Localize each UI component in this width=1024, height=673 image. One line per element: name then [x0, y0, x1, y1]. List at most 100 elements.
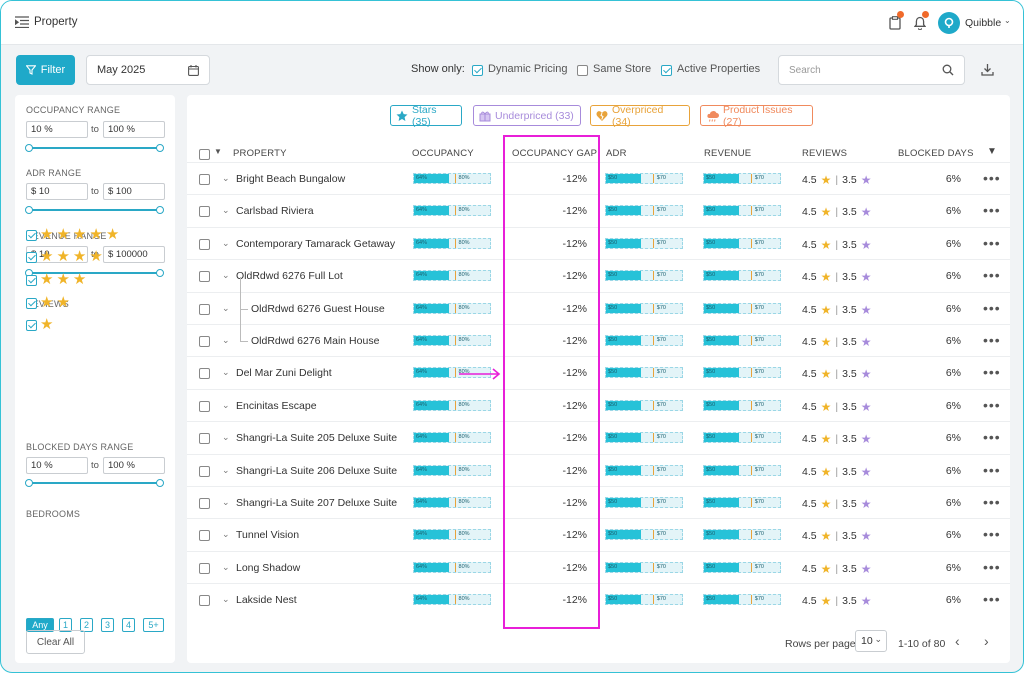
- bedroom-option-2[interactable]: 2: [80, 618, 93, 632]
- chevron-down-icon[interactable]: ⌄: [222, 270, 230, 281]
- row-checkbox[interactable]: [199, 465, 210, 477]
- more-options-icon[interactable]: •••: [983, 461, 1001, 478]
- row-checkbox[interactable]: [199, 206, 210, 218]
- chevron-down-icon[interactable]: ⌄: [222, 529, 230, 540]
- chevron-down-icon[interactable]: ⌄: [222, 335, 230, 345]
- property-name[interactable]: OldRdwd 6276 Full Lot: [236, 270, 343, 283]
- filter-button[interactable]: Filter: [16, 55, 75, 85]
- row-checkbox[interactable]: [199, 368, 210, 380]
- row-checkbox[interactable]: [199, 530, 210, 542]
- property-name[interactable]: Lakside Nest: [236, 594, 297, 607]
- more-options-icon[interactable]: •••: [983, 202, 1001, 219]
- chevron-down-icon[interactable]: ⌄: [222, 497, 230, 507]
- column-header-property[interactable]: PROPERTY: [233, 148, 287, 159]
- select-all-checkbox[interactable]: [199, 148, 210, 160]
- property-name[interactable]: Long Shadow: [236, 561, 301, 574]
- more-options-icon[interactable]: •••: [983, 558, 1001, 575]
- row-checkbox[interactable]: [199, 433, 210, 445]
- column-header-adr[interactable]: ADR: [606, 148, 627, 159]
- search-input[interactable]: Search: [778, 55, 965, 85]
- table-row[interactable]: ⌄ Carlsbad Riviera 64% 80% -12% $50 $70 $50 $70 4…: [187, 194, 1010, 226]
- review-filter-checkbox[interactable]: [26, 274, 37, 286]
- date-picker[interactable]: May 2025: [86, 55, 210, 85]
- blocked-from-input[interactable]: 10 %: [26, 457, 88, 474]
- blocked-days-slider[interactable]: [25, 479, 164, 487]
- bedroom-option-4[interactable]: 4: [122, 618, 135, 632]
- active-properties-label[interactable]: Active Properties: [677, 63, 761, 75]
- clear-all-button[interactable]: Clear All: [26, 630, 85, 654]
- column-header-reviews[interactable]: REVIEWS: [802, 148, 848, 159]
- chevron-down-icon[interactable]: ⌄: [222, 367, 230, 378]
- review-filter-checkbox[interactable]: [26, 319, 37, 331]
- adr-to-input[interactable]: $ 100: [103, 183, 165, 200]
- clipboard-icon[interactable]: [888, 11, 904, 31]
- same-store-checkbox[interactable]: [577, 64, 588, 76]
- property-name[interactable]: Del Mar Zuni Delight: [236, 367, 332, 380]
- row-checkbox[interactable]: [199, 400, 210, 412]
- bedroom-option-3[interactable]: 3: [101, 618, 114, 632]
- bedroom-option-any[interactable]: Any: [26, 618, 54, 632]
- property-name[interactable]: Shangri-La Suite 205 Deluxe Suite: [236, 432, 398, 445]
- review-filter-checkbox[interactable]: [26, 251, 37, 263]
- row-checkbox[interactable]: [199, 271, 210, 283]
- same-store-label[interactable]: Same Store: [593, 63, 652, 75]
- menu-collapse-icon[interactable]: [15, 15, 29, 29]
- blocked-to-input[interactable]: 100 %: [103, 457, 165, 474]
- review-filter-2-stars[interactable]: ★ ★: [26, 295, 70, 310]
- chevron-down-icon[interactable]: ⌄: [222, 399, 230, 410]
- property-name[interactable]: OldRdwd 6276 Main House: [251, 335, 380, 347]
- dynamic-pricing-checkbox[interactable]: [472, 64, 483, 76]
- more-options-icon[interactable]: •••: [983, 332, 1001, 348]
- property-name[interactable]: Tunnel Vision: [236, 529, 300, 542]
- occupancy-to-input[interactable]: 100 %: [103, 121, 165, 138]
- columns-menu-caret-icon[interactable]: ▼: [987, 146, 997, 157]
- adr-slider[interactable]: [25, 206, 164, 214]
- revenue-to-input[interactable]: $ 100000: [103, 246, 165, 263]
- chevron-down-icon[interactable]: ⌄: [222, 237, 230, 248]
- chevron-down-icon[interactable]: ⌄: [222, 594, 230, 605]
- more-options-icon[interactable]: •••: [983, 299, 1001, 316]
- chip-stars[interactable]: Stars (35): [390, 104, 462, 128]
- rows-per-page-select[interactable]: 10 ⌄: [855, 630, 887, 652]
- select-menu-caret-icon[interactable]: ▼: [214, 147, 222, 156]
- occupancy-slider[interactable]: [25, 144, 164, 152]
- table-row[interactable]: ⌄ Encinitas Escape 64% 80% -12% $50 $70 $50 $70 4…: [187, 388, 1010, 421]
- chevron-down-icon[interactable]: ⌄: [222, 302, 230, 313]
- more-options-icon[interactable]: •••: [983, 234, 1001, 251]
- row-checkbox[interactable]: [199, 595, 210, 607]
- more-options-icon[interactable]: •••: [983, 494, 1001, 510]
- row-checkbox[interactable]: [199, 336, 210, 347]
- more-options-icon[interactable]: •••: [983, 591, 1001, 608]
- column-header-revenue[interactable]: REVENUE: [704, 148, 752, 159]
- chevron-down-icon[interactable]: ⌄: [222, 205, 230, 216]
- property-name[interactable]: OldRdwd 6276 Guest House: [251, 302, 385, 315]
- column-header-occupancy[interactable]: OCCUPANCY: [412, 148, 474, 159]
- property-name[interactable]: Encinitas Escape: [236, 399, 317, 412]
- chip-product[interactable]: Product Issues (27): [700, 104, 813, 128]
- row-checkbox[interactable]: [199, 238, 210, 250]
- table-row[interactable]: ⌄ OldRdwd 6276 Full Lot 64% 80% -12% $50 $70 $5…: [187, 259, 1010, 291]
- chevron-down-icon[interactable]: ⌄: [222, 432, 230, 443]
- more-options-icon[interactable]: •••: [983, 364, 1001, 381]
- adr-from-input[interactable]: $ 10: [26, 183, 88, 200]
- bedroom-option-1[interactable]: 1: [59, 618, 72, 632]
- column-header-occupancy-gap[interactable]: OCCUPANCY GAP: [512, 148, 598, 159]
- user-name[interactable]: Quibble: [965, 17, 1002, 29]
- previous-page-icon[interactable]: ‹: [955, 633, 960, 649]
- review-filter-4-stars[interactable]: ★ ★ ★ ★: [26, 249, 103, 264]
- property-name[interactable]: Carlsbad Riviera: [236, 205, 314, 218]
- property-name[interactable]: Contemporary Tamarack Getaway: [236, 237, 396, 250]
- more-options-icon[interactable]: •••: [983, 526, 1001, 543]
- chip-underpriced[interactable]: Underpriced (33): [473, 105, 581, 126]
- property-name[interactable]: Shangri-La Suite 207 Deluxe Suite: [236, 497, 398, 509]
- chevron-down-icon[interactable]: ⌄: [222, 561, 230, 572]
- row-checkbox[interactable]: [199, 498, 210, 509]
- review-filter-5-stars[interactable]: ★ ★ ★ ★ ★: [26, 227, 119, 242]
- review-filter-checkbox[interactable]: [26, 229, 37, 241]
- review-filter-1-stars[interactable]: ★: [26, 317, 53, 332]
- row-checkbox[interactable]: [199, 303, 210, 315]
- dynamic-pricing-label[interactable]: Dynamic Pricing: [488, 63, 568, 75]
- active-properties-checkbox[interactable]: [661, 64, 672, 76]
- property-name[interactable]: Bright Beach Bungalow: [236, 173, 346, 185]
- more-options-icon[interactable]: •••: [983, 396, 1001, 413]
